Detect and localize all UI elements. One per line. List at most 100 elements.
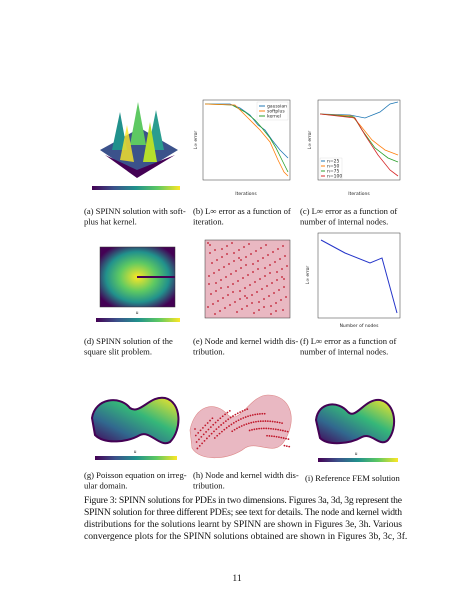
node	[249, 284, 251, 286]
node	[251, 294, 253, 296]
subfigure-caption: square slit problem.	[84, 347, 152, 357]
node	[274, 428, 277, 431]
node	[254, 413, 257, 416]
node	[226, 245, 228, 247]
node	[214, 249, 216, 251]
node	[286, 430, 289, 433]
node	[244, 295, 246, 297]
subfigure-caption: iteration.	[193, 217, 224, 227]
node	[239, 298, 241, 300]
node	[283, 444, 286, 447]
node	[216, 434, 219, 437]
node	[277, 428, 280, 431]
surface-plot	[92, 102, 180, 190]
node	[223, 428, 226, 431]
node	[282, 245, 284, 247]
y-label: L∞ error	[305, 266, 311, 285]
node	[237, 419, 240, 422]
node	[207, 242, 209, 244]
node	[210, 293, 212, 295]
node	[271, 282, 273, 284]
fem-solution: u	[314, 398, 398, 462]
node	[233, 260, 235, 262]
node	[227, 286, 229, 288]
node	[208, 283, 210, 285]
node	[219, 310, 221, 312]
node	[224, 420, 227, 422]
node	[246, 297, 248, 299]
subfigure-caption: (b) L∞ error as a function of	[193, 206, 291, 216]
subfigure-caption: (a) SPINN solution with soft-	[84, 206, 186, 216]
node	[230, 273, 232, 275]
legend-label: n=25	[327, 159, 339, 165]
node	[245, 264, 247, 266]
subfigure-caption: (h) Node and kernel width dis-	[193, 470, 299, 480]
node	[253, 312, 255, 314]
colorbar-label: u	[134, 450, 137, 455]
node	[263, 298, 265, 300]
node	[228, 409, 231, 412]
node	[215, 428, 218, 431]
node	[229, 416, 232, 419]
node	[255, 428, 258, 430]
node	[273, 435, 276, 438]
node	[215, 282, 217, 284]
node	[248, 243, 250, 245]
node	[252, 421, 255, 424]
node	[288, 445, 291, 448]
node	[252, 271, 254, 273]
node	[259, 413, 261, 415]
node	[233, 252, 235, 254]
node	[247, 422, 250, 425]
node	[213, 437, 216, 439]
node	[250, 421, 253, 424]
node	[208, 435, 211, 437]
subfigure-caption: number of internal nodes.	[300, 347, 388, 357]
node	[204, 424, 207, 427]
node	[200, 435, 203, 438]
node	[258, 427, 261, 430]
node	[261, 412, 264, 415]
caption-line: SPINN solution for three different PDEs;…	[84, 507, 402, 518]
caption-line: distributions for the solutions learnt b…	[84, 519, 402, 530]
node	[223, 266, 225, 268]
x-label: Iterations	[348, 191, 370, 197]
subfigure-caption: plus hat kernel.	[84, 217, 137, 227]
node	[210, 432, 213, 435]
y-label: L∞ error	[307, 131, 313, 150]
node	[259, 278, 261, 280]
slit-solution: u	[96, 246, 180, 322]
node	[220, 287, 222, 289]
node-distribution	[204, 239, 291, 319]
legend-label: gaussian	[267, 104, 287, 110]
node	[237, 280, 239, 282]
node	[278, 436, 280, 439]
node	[279, 258, 281, 260]
node	[258, 309, 260, 311]
node	[251, 302, 253, 304]
irregular-solution: u	[90, 396, 180, 460]
node	[253, 428, 256, 431]
node	[271, 420, 274, 423]
node	[264, 420, 267, 422]
error-plot: Number of nodes L∞ error	[305, 232, 401, 329]
node	[281, 276, 283, 278]
legend-label: softplus	[267, 109, 285, 115]
node	[284, 255, 286, 257]
node	[264, 275, 266, 277]
node	[235, 270, 237, 272]
node	[203, 439, 206, 442]
error-plot: n=25 n=50 n=75 n=100 Iterations L∞ error	[307, 99, 401, 197]
node	[215, 290, 217, 292]
node	[209, 426, 212, 429]
node	[234, 413, 237, 416]
x-label: Number of nodes	[340, 323, 380, 329]
node	[222, 422, 225, 424]
node	[275, 302, 277, 304]
node	[284, 430, 287, 432]
node	[212, 423, 215, 426]
node	[221, 430, 223, 433]
node	[198, 445, 201, 447]
subfigure-caption: ular domain.	[84, 481, 127, 491]
node	[205, 437, 208, 440]
